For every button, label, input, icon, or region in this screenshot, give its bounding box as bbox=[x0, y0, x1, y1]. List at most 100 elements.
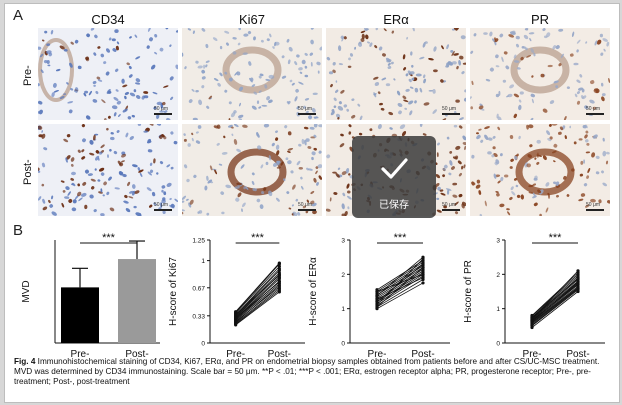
data-point-pre bbox=[375, 302, 379, 307]
y-tick-label: 1 bbox=[201, 258, 205, 265]
y-tick-label: 1 bbox=[496, 306, 500, 313]
scale-bar bbox=[154, 209, 172, 211]
data-point-post bbox=[421, 272, 425, 276]
data-point-post bbox=[576, 276, 580, 281]
data-point-pre bbox=[234, 310, 238, 314]
paired-line bbox=[235, 286, 280, 322]
data-point-post bbox=[277, 264, 281, 268]
x-tick-label: Post- bbox=[411, 349, 434, 360]
paired-line bbox=[235, 288, 280, 324]
scale-bar-label: 50 μm bbox=[442, 106, 456, 112]
column-title-cd34: CD34 bbox=[91, 12, 125, 27]
scale-bar bbox=[586, 113, 604, 115]
x-tick-label: Post- bbox=[268, 349, 291, 360]
y-axis-label: MVD bbox=[21, 280, 32, 302]
scale-bar-label: 50 μm bbox=[298, 106, 312, 112]
data-point-pre bbox=[234, 316, 238, 320]
y-tick-label: 3 bbox=[341, 238, 345, 245]
data-point-pre bbox=[375, 305, 379, 309]
micrograph-cd34-pre bbox=[38, 28, 178, 120]
data-point-post bbox=[277, 261, 281, 265]
data-point-pre bbox=[375, 289, 379, 294]
y-tick-label: 0 bbox=[341, 341, 345, 348]
paired-line bbox=[376, 260, 424, 291]
scale-bar bbox=[586, 209, 604, 211]
data-point-pre bbox=[234, 322, 238, 326]
paired-line bbox=[376, 256, 424, 296]
toast-label: 已保存 bbox=[379, 200, 409, 211]
data-point-post bbox=[277, 273, 281, 278]
x-tick-label: Pre- bbox=[523, 349, 542, 360]
data-point-post bbox=[421, 265, 425, 270]
paired-line bbox=[376, 258, 424, 305]
data-point-pre bbox=[375, 294, 379, 298]
y-tick-label: 0 bbox=[496, 341, 500, 348]
paired-line bbox=[376, 273, 424, 304]
panel-a-letter: A bbox=[13, 7, 24, 24]
saved-toast: 已保存 bbox=[352, 136, 436, 218]
y-tick-label: 2 bbox=[496, 272, 500, 279]
scale-bar bbox=[298, 113, 316, 115]
column-title-era: ERα bbox=[383, 12, 409, 27]
data-point-post bbox=[576, 280, 580, 284]
micrograph-era-pre bbox=[326, 28, 466, 120]
y-tick-label: 0 bbox=[201, 341, 205, 348]
paired-line bbox=[235, 276, 280, 319]
paired-line bbox=[531, 291, 579, 328]
paired-line bbox=[235, 291, 280, 326]
data-point-pre bbox=[375, 297, 379, 301]
column-title-ki67: Ki67 bbox=[238, 12, 266, 27]
scale-bar-label: 50 μm bbox=[154, 202, 168, 208]
paired-line bbox=[235, 289, 280, 325]
data-point-pre bbox=[234, 312, 238, 316]
data-point-post bbox=[421, 262, 425, 266]
micrograph-pr-pre bbox=[470, 28, 610, 120]
paired-line bbox=[531, 270, 579, 320]
scale-bar-label: 50 μm bbox=[586, 106, 600, 112]
scale-bar bbox=[298, 209, 316, 211]
y-tick-label: 1.25 bbox=[192, 238, 205, 245]
paired-line bbox=[531, 272, 579, 316]
micrograph-cd34-post bbox=[38, 124, 178, 216]
y-axis-label: H-score of PR bbox=[463, 260, 474, 323]
y-tick-label: 3 bbox=[496, 238, 500, 245]
paired-line bbox=[531, 286, 579, 323]
paired-line bbox=[235, 283, 280, 322]
paired-line bbox=[235, 262, 280, 312]
paired-line bbox=[376, 267, 424, 308]
scale-bar bbox=[442, 113, 460, 115]
data-point-post bbox=[277, 271, 281, 275]
data-point-post bbox=[576, 287, 580, 291]
panel-b-letter: B bbox=[13, 222, 24, 239]
paired-line bbox=[531, 288, 579, 326]
bar-pre bbox=[61, 287, 99, 343]
caption-lead: Fig. 4 bbox=[14, 357, 36, 366]
x-tick-label: Pre- bbox=[71, 349, 90, 360]
paired-line bbox=[531, 281, 579, 322]
significance-label: *** bbox=[251, 232, 265, 244]
data-point-pre bbox=[234, 319, 238, 324]
significance-label: *** bbox=[394, 232, 408, 244]
scale-bar-label: 50 μm bbox=[586, 202, 600, 208]
micrograph-ki67-pre bbox=[182, 28, 322, 120]
data-point-pre bbox=[530, 317, 534, 321]
data-point-post bbox=[277, 285, 281, 289]
y-axis-label: H-score of ERα bbox=[308, 257, 319, 326]
paired-line bbox=[531, 289, 579, 327]
data-point-post bbox=[277, 267, 281, 271]
paired-line bbox=[235, 270, 280, 317]
x-tick-label: Post- bbox=[125, 349, 148, 360]
checkmark-icon bbox=[381, 158, 408, 179]
y-tick-label: 2 bbox=[341, 272, 345, 279]
data-point-post bbox=[421, 255, 425, 259]
y-tick-label: 0.33 bbox=[192, 313, 205, 320]
bar-post bbox=[118, 259, 156, 343]
y-axis-label: H-score of Ki67 bbox=[168, 257, 179, 326]
paired-line bbox=[531, 280, 579, 320]
paired-line bbox=[235, 281, 280, 319]
scale-bar bbox=[154, 113, 172, 115]
paired-line bbox=[235, 266, 280, 314]
paired-line bbox=[531, 287, 579, 324]
data-point-post bbox=[277, 280, 281, 284]
